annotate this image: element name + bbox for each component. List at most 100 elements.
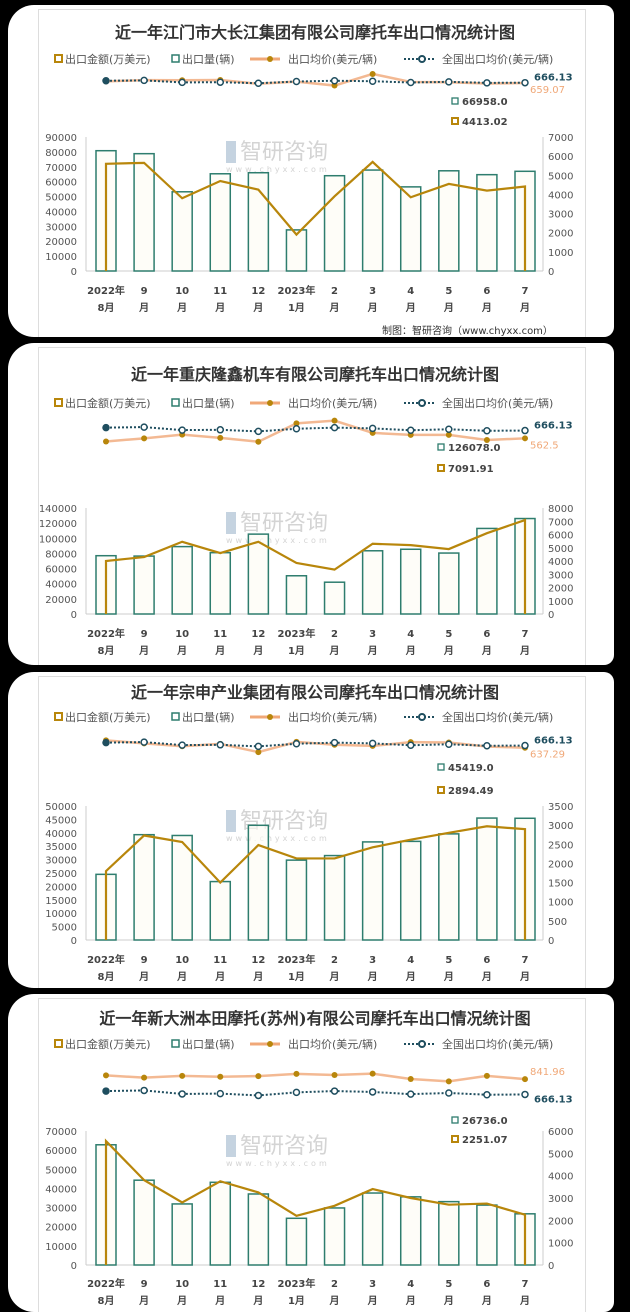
national-price-point	[254, 1091, 263, 1100]
legend-volume-label: 出口量(辆)	[182, 1037, 235, 1051]
y-right-tick: 4000	[548, 1172, 573, 1183]
national-price-line	[105, 1089, 526, 1097]
x-tick-label: 1月	[288, 645, 305, 657]
legend-avg-price-label: 出口均价(美元/辆)	[288, 1037, 377, 1051]
volume-last-label: 45419.0	[448, 763, 494, 774]
avg-price-point	[445, 1078, 452, 1085]
volume-bar	[285, 859, 308, 941]
national-price-point	[445, 1089, 453, 1097]
y-left-tick: 30000	[45, 222, 77, 233]
volume-bar	[247, 824, 270, 941]
legend-volume-swatch	[171, 54, 180, 63]
y-right-tick: 5000	[548, 544, 573, 555]
y-left-tick: 140000	[39, 504, 77, 515]
avg-price-point	[331, 417, 338, 424]
watermark-url: www.chyxx.com	[226, 536, 330, 545]
volume-last-swatch	[451, 1116, 459, 1124]
y-left-tick: 40000	[45, 207, 77, 218]
x-tick-label: 1月	[288, 971, 305, 983]
volume-last-swatch	[437, 443, 445, 451]
volume-bar	[133, 1179, 155, 1266]
legend-national-label: 全国出口均价(美元/辆)	[442, 1037, 553, 1051]
x-tick-label: 12	[251, 1279, 265, 1290]
y-right-tick: 8000	[548, 504, 573, 515]
x-tick-label: 8月	[98, 645, 115, 657]
national-price-point	[521, 741, 529, 750]
y-left-tick: 90000	[45, 133, 77, 144]
legend-national-marker	[418, 399, 426, 407]
volume-bar	[476, 527, 498, 615]
x-tick-label: 月	[214, 645, 225, 657]
volume-bar	[171, 191, 193, 272]
volume-bar	[438, 170, 460, 272]
avg-price-point	[103, 438, 109, 445]
chart-title: 近一年重庆隆鑫机车有限公司摩托车出口情况统计图	[131, 365, 499, 384]
national-price-point	[292, 1088, 301, 1097]
avg-price-point	[103, 1072, 109, 1079]
volume-bar	[133, 152, 155, 272]
legend-avg-price-marker	[267, 714, 273, 720]
x-tick-label: 月	[214, 1295, 225, 1307]
national-price-point	[483, 79, 491, 87]
x-tick-label: 3	[369, 286, 376, 297]
x-tick-label: 2023年	[278, 284, 316, 297]
legend-national-label: 全国出口均价(美元/辆)	[442, 52, 553, 66]
volume-bar	[361, 1192, 384, 1266]
y-left-tick: 15000	[45, 896, 77, 907]
y-left-tick: 60000	[45, 178, 77, 189]
x-tick-label: 月	[443, 1295, 454, 1307]
national-price-point	[521, 426, 529, 435]
x-tick-label: 2023年	[278, 1277, 316, 1290]
avg-price-point	[522, 1076, 528, 1083]
national-price-point	[140, 76, 148, 85]
avg-price-point	[217, 434, 224, 441]
y-left-tick: 30000	[45, 856, 77, 867]
y-right-tick: 1000	[548, 1239, 573, 1250]
national-price-point	[521, 1090, 529, 1099]
volume-bar	[285, 229, 308, 272]
avg-price-point	[293, 1070, 300, 1077]
y-right-tick: 3000	[548, 210, 573, 221]
volume-bar	[323, 1207, 346, 1266]
avg-price-point	[369, 1070, 376, 1077]
national-price-point	[292, 740, 301, 748]
x-tick-label: 10	[175, 955, 189, 966]
national-price-point	[406, 1090, 415, 1098]
volume-last-swatch	[451, 97, 459, 105]
national-price-point	[254, 742, 263, 751]
avg-price-point	[255, 749, 262, 756]
national-price-point	[445, 425, 453, 434]
national-price-point	[254, 427, 263, 436]
legend-avg-price-label: 出口均价(美元/辆)	[288, 52, 377, 66]
national-price-point	[102, 738, 110, 747]
volume-bar	[133, 555, 155, 615]
national-price-point	[216, 741, 225, 749]
volume-bar	[209, 551, 232, 615]
x-tick-label: 月	[481, 971, 492, 983]
x-tick-label: 月	[481, 645, 492, 657]
amount-last-label: 7091.91	[448, 464, 494, 475]
x-tick-label: 月	[214, 971, 225, 983]
x-tick-label: 11	[213, 955, 227, 966]
watermark-logo-icon	[226, 810, 236, 832]
y-left-tick: 5000	[52, 923, 77, 934]
volume-bar	[247, 171, 270, 272]
y-left-tick: 40000	[45, 580, 77, 591]
volume-bar	[209, 173, 232, 272]
x-tick-label: 2022年	[87, 953, 125, 966]
x-tick-label: 5	[445, 286, 452, 297]
x-tick-label: 5	[445, 1279, 452, 1290]
watermark-logo-icon	[226, 512, 236, 534]
y-right-tick: 4000	[548, 190, 573, 201]
y-left-tick: 40000	[45, 1184, 77, 1195]
x-tick-label: 7	[522, 955, 529, 966]
y-right-tick: 5000	[548, 171, 573, 182]
legend-amount-label: 出口金额(万美元)	[65, 710, 151, 724]
volume-bar	[285, 575, 308, 615]
national-price-last-label: 666.13	[534, 73, 573, 84]
volume-bar	[399, 840, 422, 941]
avg-price-line	[105, 419, 526, 444]
avg-price-point	[293, 420, 300, 427]
y-left-tick: 35000	[45, 842, 77, 853]
y-left-tick: 80000	[45, 148, 77, 159]
